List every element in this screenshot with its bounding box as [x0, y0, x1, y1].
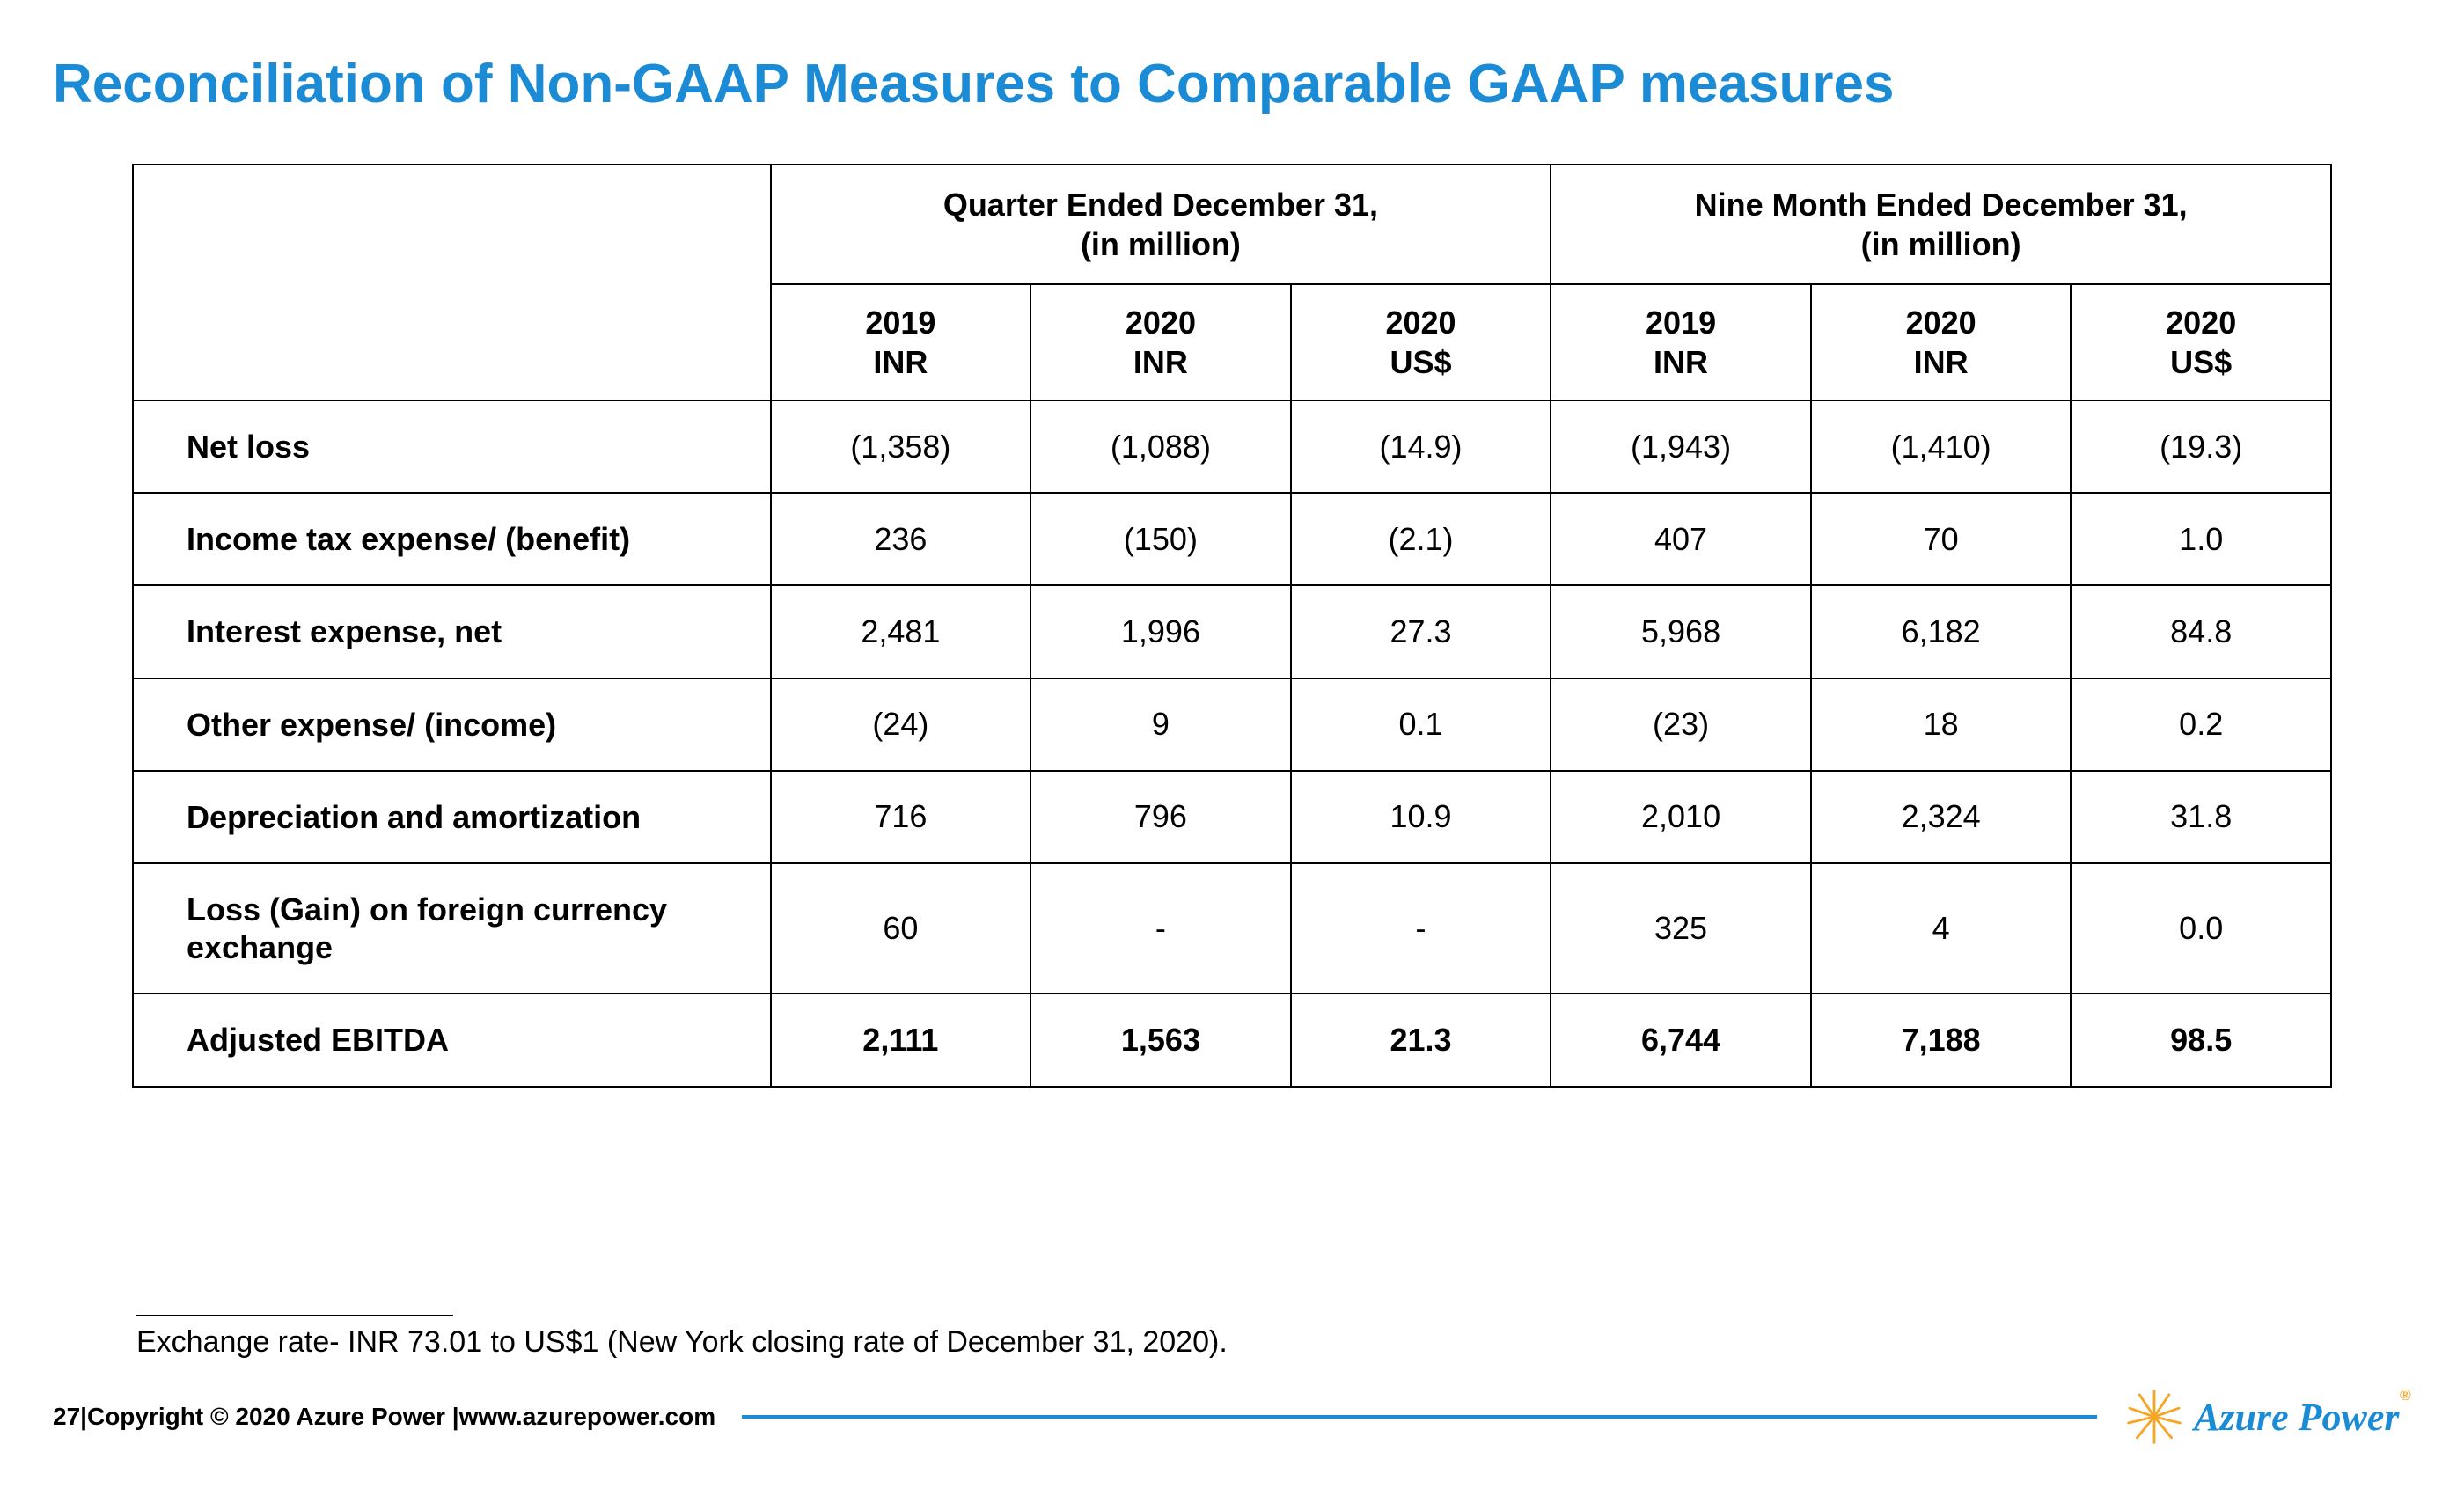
row-label: Other expense/ (income) [133, 678, 771, 771]
subheader-line: US$ [1390, 344, 1451, 380]
data-cell: (2.1) [1291, 493, 1551, 585]
data-cell: 0.1 [1291, 678, 1551, 771]
footer: 27|Copyright © 2020 Azure Power |www.azu… [53, 1390, 2411, 1443]
reconciliation-table: Quarter Ended December 31, (in million) … [132, 164, 2332, 1088]
data-cell: (1,943) [1551, 400, 1811, 493]
data-cell: - [1291, 863, 1551, 994]
footnote-rule [136, 1315, 453, 1316]
header-line: Quarter Ended December 31, [943, 187, 1378, 223]
table-row: Income tax expense/ (benefit)236(150)(2.… [133, 493, 2331, 585]
data-cell: 716 [771, 771, 1031, 863]
data-cell: 70 [1811, 493, 2072, 585]
table-header-row-groups: Quarter Ended December 31, (in million) … [133, 165, 2331, 284]
subheader-line: 2019 [1646, 304, 1716, 341]
subheader-line: 2020 [2166, 304, 2236, 341]
data-cell: 60 [771, 863, 1031, 994]
table-subheader: 2020INR [1811, 284, 2072, 400]
data-cell: 236 [771, 493, 1031, 585]
table-header-ninemonth: Nine Month Ended December 31, (in millio… [1551, 165, 2331, 284]
data-cell: 796 [1030, 771, 1291, 863]
page-title: Reconciliation of Non-GAAP Measures to C… [53, 53, 2411, 115]
logo-text: Azure Power® [2194, 1395, 2411, 1440]
header-line: Nine Month Ended December 31, [1695, 187, 2188, 223]
row-label: Interest expense, net [133, 585, 771, 678]
table-subheader: 2020INR [1030, 284, 1291, 400]
data-cell: (1,088) [1030, 400, 1291, 493]
table-container: Quarter Ended December 31, (in million) … [132, 164, 2332, 1088]
footer-rule [742, 1415, 2097, 1419]
data-cell: (1,358) [771, 400, 1031, 493]
data-cell: 31.8 [2071, 771, 2331, 863]
table-subheader: 2019INR [771, 284, 1031, 400]
data-cell: (1,410) [1811, 400, 2072, 493]
subheader-line: 2020 [1126, 304, 1196, 341]
data-cell: 1,996 [1030, 585, 1291, 678]
copyright-text: 27|Copyright © 2020 Azure Power |www.azu… [53, 1403, 715, 1431]
subheader-line: INR [1133, 344, 1188, 380]
data-cell: 18 [1811, 678, 2072, 771]
footnote-text: Exchange rate- INR 73.01 to US$1 (New Yo… [136, 1325, 1228, 1360]
company-logo: Azure Power® [2123, 1386, 2411, 1448]
logo-name: Azure Power [2194, 1396, 2399, 1439]
header-line: (in million) [1081, 226, 1241, 262]
data-cell: 1.0 [2071, 493, 2331, 585]
table-subheader: 2019INR [1551, 284, 1811, 400]
subheader-line: 2020 [1385, 304, 1456, 341]
subheader-line: 2019 [865, 304, 935, 341]
footnote: Exchange rate- INR 73.01 to US$1 (New Yo… [136, 1315, 1228, 1360]
row-label: Adjusted EBITDA [133, 994, 771, 1086]
logo-registered: ® [2400, 1386, 2411, 1404]
data-cell: 6,182 [1811, 585, 2072, 678]
data-cell: 27.3 [1291, 585, 1551, 678]
row-label: Net loss [133, 400, 771, 493]
data-cell: (23) [1551, 678, 1811, 771]
data-cell: 84.8 [2071, 585, 2331, 678]
data-cell: 2,481 [771, 585, 1031, 678]
data-cell: - [1030, 863, 1291, 994]
data-cell: 98.5 [2071, 994, 2331, 1086]
table-row: Interest expense, net2,4811,99627.35,968… [133, 585, 2331, 678]
data-cell: 7,188 [1811, 994, 2072, 1086]
row-label: Loss (Gain) on foreign currency exchange [133, 863, 771, 994]
data-cell: 6,744 [1551, 994, 1811, 1086]
row-label: Income tax expense/ (benefit) [133, 493, 771, 585]
data-cell: 21.3 [1291, 994, 1551, 1086]
row-label: Depreciation and amortization [133, 771, 771, 863]
data-cell: 325 [1551, 863, 1811, 994]
subheader-line: INR [1914, 344, 1969, 380]
table-subheader: 2020US$ [1291, 284, 1551, 400]
data-cell: 1,563 [1030, 994, 1291, 1086]
table-row: Depreciation and amortization71679610.92… [133, 771, 2331, 863]
data-cell: 9 [1030, 678, 1291, 771]
data-cell: 4 [1811, 863, 2072, 994]
header-line: (in million) [1861, 226, 2021, 262]
table-header-quarter: Quarter Ended December 31, (in million) [771, 165, 1551, 284]
data-cell: 5,968 [1551, 585, 1811, 678]
table-row: Adjusted EBITDA2,1111,56321.36,7447,1889… [133, 994, 2331, 1086]
table-header-blank [133, 165, 771, 400]
slide: Reconciliation of Non-GAAP Measures to C… [0, 0, 2464, 1496]
data-cell: 2,010 [1551, 771, 1811, 863]
data-cell: (24) [771, 678, 1031, 771]
data-cell: (14.9) [1291, 400, 1551, 493]
data-cell: 0.2 [2071, 678, 2331, 771]
table-subheader: 2020US$ [2071, 284, 2331, 400]
data-cell: (19.3) [2071, 400, 2331, 493]
subheader-line: INR [873, 344, 928, 380]
table-row: Loss (Gain) on foreign currency exchange… [133, 863, 2331, 994]
data-cell: (150) [1030, 493, 1291, 585]
table-row: Net loss(1,358)(1,088)(14.9)(1,943)(1,41… [133, 400, 2331, 493]
data-cell: 0.0 [2071, 863, 2331, 994]
data-cell: 2,324 [1811, 771, 2072, 863]
subheader-line: INR [1654, 344, 1708, 380]
subheader-line: 2020 [1906, 304, 1976, 341]
data-cell: 407 [1551, 493, 1811, 585]
table-row: Other expense/ (income)(24)90.1(23)180.2 [133, 678, 2331, 771]
data-cell: 2,111 [771, 994, 1031, 1086]
sun-icon [2123, 1386, 2185, 1448]
subheader-line: US$ [2170, 344, 2232, 380]
data-cell: 10.9 [1291, 771, 1551, 863]
